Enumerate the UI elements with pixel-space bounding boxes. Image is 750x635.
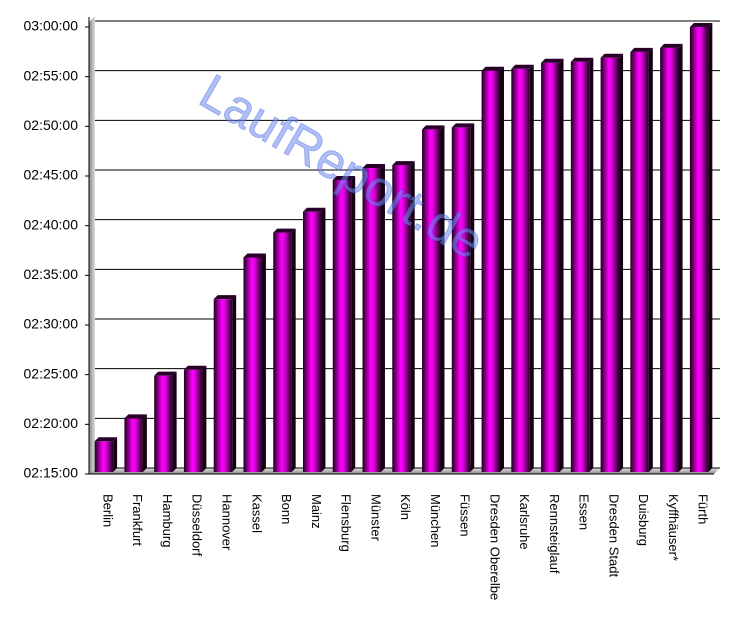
x-tick-label: Kassel <box>249 494 264 533</box>
y-tick-label: 02:45:00 <box>24 167 79 183</box>
bar <box>660 47 679 473</box>
x-tick-label: Essen <box>577 494 592 530</box>
x-tick-label: Bonn <box>279 494 294 524</box>
bar-side <box>113 437 118 472</box>
x-tick-label: Kyffhäuser* <box>666 494 681 561</box>
y-tick-label: 02:40:00 <box>24 216 79 232</box>
bar-top <box>332 175 356 180</box>
x-tick-label: Frankfurt <box>130 494 145 546</box>
x-tick-label: Duisburg <box>636 494 651 546</box>
bar <box>362 168 381 472</box>
x-tick-label: Münster <box>368 494 383 542</box>
x-tick-label: Dresden Oberelbe <box>487 494 502 600</box>
bar-top <box>183 365 207 370</box>
bar-top <box>154 371 177 376</box>
bar-side <box>321 207 326 472</box>
bar-top <box>124 414 147 419</box>
bar-side <box>678 43 683 473</box>
bar-side <box>529 64 534 472</box>
bar <box>600 57 620 472</box>
bar-side <box>351 175 356 472</box>
bar <box>94 441 114 472</box>
bar <box>511 68 530 472</box>
bar <box>243 257 262 472</box>
x-tick-label: Köln <box>398 494 413 520</box>
bar <box>302 211 322 472</box>
bar-top <box>243 253 266 258</box>
bar-side <box>261 253 266 472</box>
bar-side <box>648 47 653 472</box>
bar-top <box>451 123 475 128</box>
y-tick-label: 03:00:00 <box>24 18 79 34</box>
bar <box>541 62 560 472</box>
bar-side <box>559 58 564 472</box>
bar-top <box>481 66 505 71</box>
bar <box>273 232 292 472</box>
bar-top <box>600 53 624 58</box>
bar <box>332 179 352 472</box>
x-tick-label: Füssen <box>458 494 473 537</box>
bar-top <box>213 295 237 300</box>
bar-side <box>500 66 505 472</box>
bar <box>154 375 173 472</box>
bar-top <box>422 125 445 130</box>
bar <box>481 70 501 472</box>
x-tick-label: Fürth <box>696 494 711 524</box>
bar-side <box>470 123 475 473</box>
bar-side <box>708 23 713 472</box>
x-tick-label: Hamburg <box>160 494 175 547</box>
x-tick-label: Hannover <box>219 494 234 551</box>
bar-top <box>94 437 118 442</box>
x-tick-label: Rennsteiglauf <box>547 494 562 574</box>
y-tick-label: 02:35:00 <box>24 266 79 282</box>
bar-side <box>589 57 594 473</box>
x-tick-label: Düsseldorf <box>190 494 205 557</box>
bar-top <box>362 164 385 169</box>
bar-side <box>410 161 415 472</box>
bar <box>392 165 411 472</box>
y-tick-label: 02:15:00 <box>24 465 79 481</box>
bar <box>213 299 233 472</box>
bars <box>94 23 713 473</box>
bar-side <box>172 371 177 472</box>
bar <box>451 127 471 473</box>
bar-top <box>511 64 534 69</box>
bar-side <box>202 365 207 472</box>
y-tick-label: 02:20:00 <box>24 415 79 431</box>
y-tick-label: 02:55:00 <box>24 67 79 83</box>
bar <box>183 369 203 472</box>
y-tick-label: 02:25:00 <box>24 365 79 381</box>
bar-top <box>570 57 594 62</box>
labels: 02:15:00 02:20:00 02:25:00 02:30:00 02:35:00… <box>24 18 711 601</box>
bar-side <box>440 125 445 473</box>
bar-top <box>273 228 296 233</box>
bar-top <box>689 23 713 27</box>
y-tick-label: 02:50:00 <box>24 117 79 133</box>
bar-side <box>232 295 237 472</box>
bar-side <box>380 164 385 472</box>
bar <box>124 418 143 472</box>
x-tick-label: Berlin <box>100 494 115 527</box>
left-wall <box>89 16 95 474</box>
bar-top <box>392 161 415 166</box>
y-tick-label: 02:30:00 <box>24 316 79 332</box>
bar-side <box>619 53 624 472</box>
bar <box>422 129 441 472</box>
bar <box>570 61 590 473</box>
x-tick-label: Mainz <box>309 494 324 529</box>
bar-side <box>291 228 296 472</box>
x-tick-label: München <box>428 494 443 547</box>
bar <box>689 27 709 472</box>
x-tick-label: Karlsruhe <box>517 494 532 550</box>
x-tick-label: Dresden Stadt <box>606 494 621 577</box>
bar-top <box>630 47 653 52</box>
bar-top <box>541 58 564 63</box>
bar-top <box>302 207 326 212</box>
bar <box>630 51 649 472</box>
bar-side <box>142 414 147 472</box>
x-tick-label: Flensburg <box>339 494 354 552</box>
bar-top <box>660 43 683 48</box>
